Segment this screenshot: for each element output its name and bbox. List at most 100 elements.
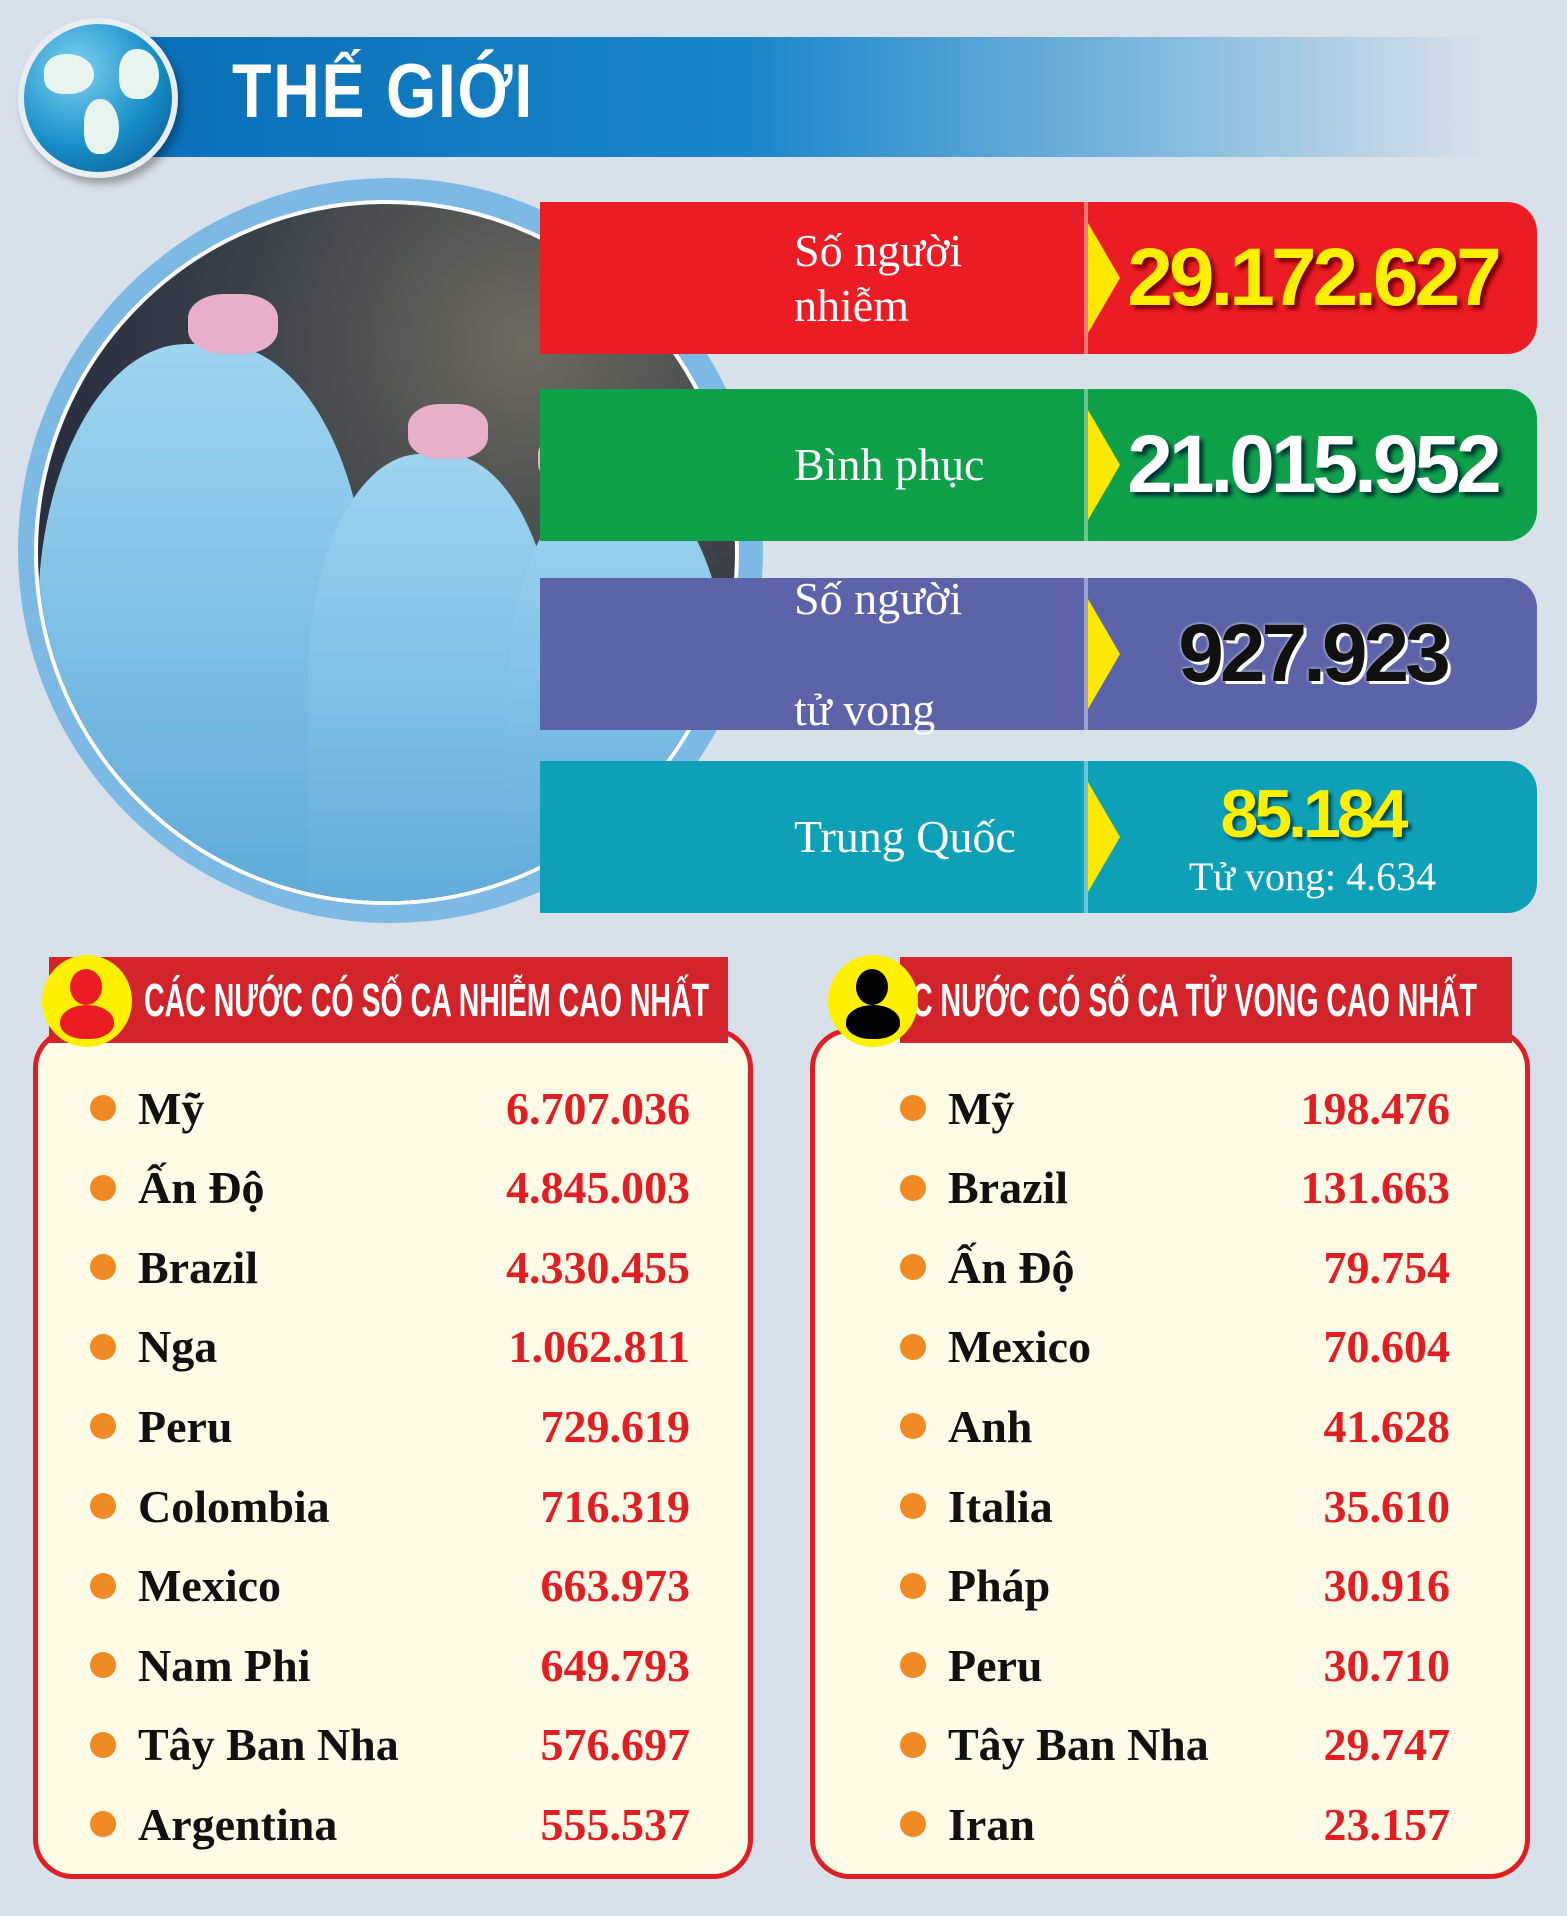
country-value: 23.157 xyxy=(1323,1798,1451,1850)
stat-value: 85.184 Tử vong: 4.634 xyxy=(1084,761,1537,913)
bullet-icon xyxy=(900,1493,926,1519)
deaths-panel-title: C NƯỚC CÓ SỐ CA TỬ VONG CAO NHẤT xyxy=(900,957,1512,1043)
stat-value: 21.015.952 xyxy=(1084,389,1537,541)
stat-value: 29.172.627 xyxy=(1084,202,1537,354)
country-value: 41.628 xyxy=(1323,1400,1451,1452)
country-value: 4.845.003 xyxy=(506,1162,690,1214)
list-item: Tây Ban Nha 29.747 xyxy=(900,1710,1450,1780)
list-item: Argentina 555.537 xyxy=(90,1789,690,1859)
country-name: Iran xyxy=(948,1798,1035,1850)
country-value: 198.476 xyxy=(1300,1082,1451,1134)
country-name: Mexico xyxy=(138,1560,282,1612)
list-item: Peru 729.619 xyxy=(90,1391,690,1461)
stat-china: Trung Quốc 85.184 Tử vong: 4.634 xyxy=(540,761,1537,913)
bullet-icon xyxy=(900,1095,926,1121)
deaths-panel xyxy=(810,1028,1530,1879)
list-item: Mexico 663.973 xyxy=(90,1551,690,1621)
list-item: Brazil 4.330.455 xyxy=(90,1232,690,1302)
country-value: 70.604 xyxy=(1323,1321,1451,1373)
bullet-icon xyxy=(90,1572,116,1599)
list-item: Brazil 131.663 xyxy=(900,1153,1450,1223)
list-item: Nam Phi 649.793 xyxy=(90,1630,690,1700)
country-name: Pháp xyxy=(948,1560,1051,1612)
arrow-icon xyxy=(1088,599,1120,709)
country-name: Italia xyxy=(948,1480,1053,1532)
infections-panel-title: CÁC NƯỚC CÓ SỐ CA NHIỄM CAO NHẤT xyxy=(49,957,728,1043)
page-title: THẾ GIỚI xyxy=(232,49,535,134)
country-name: Peru xyxy=(138,1400,233,1452)
country-value: 30.916 xyxy=(1323,1560,1451,1612)
country-value: 1.062.811 xyxy=(508,1321,690,1373)
arrow-icon xyxy=(1088,782,1120,892)
stat-deaths: Số người tử vong 927.923 xyxy=(540,573,1537,735)
stat-label: Số người tử vong xyxy=(794,573,963,735)
list-item: Mexico 70.604 xyxy=(900,1312,1450,1382)
list-item: Nga 1.062.811 xyxy=(90,1312,690,1382)
list-item: Peru 30.710 xyxy=(900,1630,1450,1700)
arrow-icon xyxy=(1088,223,1120,333)
country-value: 30.710 xyxy=(1323,1639,1451,1691)
country-name: Nam Phi xyxy=(138,1639,311,1691)
list-item: Iran 23.157 xyxy=(900,1789,1450,1859)
country-value: 4.330.455 xyxy=(506,1241,690,1293)
country-name: Tây Ban Nha xyxy=(948,1719,1209,1771)
country-value: 131.663 xyxy=(1300,1162,1451,1214)
country-name: Mỹ xyxy=(138,1082,205,1134)
country-name: Argentina xyxy=(138,1798,338,1850)
bullet-icon xyxy=(90,1493,116,1519)
bullet-icon xyxy=(900,1652,926,1679)
country-value: 649.793 xyxy=(540,1639,691,1691)
stat-infected: Số người nhiễm 29.172.627 xyxy=(540,202,1537,354)
country-value: 716.319 xyxy=(540,1480,691,1532)
country-name: Ấn Độ xyxy=(138,1162,265,1214)
country-value: 6.707.036 xyxy=(506,1082,690,1134)
country-name: Brazil xyxy=(138,1241,259,1293)
bullet-icon xyxy=(900,1731,926,1758)
list-item: Tây Ban Nha 576.697 xyxy=(90,1710,690,1780)
country-name: Brazil xyxy=(948,1162,1069,1214)
bullet-icon xyxy=(90,1413,116,1440)
stat-recovered: Bình phục 21.015.952 xyxy=(540,389,1537,541)
country-value: 729.619 xyxy=(540,1400,691,1452)
stat-label: Trung Quốc xyxy=(794,811,1016,863)
bullet-icon xyxy=(90,1095,116,1121)
arrow-icon xyxy=(1088,410,1120,520)
stat-value: 927.923 xyxy=(1084,578,1537,730)
bullet-icon xyxy=(900,1572,926,1599)
list-item: Mỹ 6.707.036 xyxy=(90,1073,690,1143)
country-name: Ấn Độ xyxy=(948,1241,1075,1293)
country-value: 663.973 xyxy=(540,1560,691,1612)
country-name: Nga xyxy=(138,1321,218,1373)
country-name: Mexico xyxy=(948,1321,1092,1373)
country-value: 79.754 xyxy=(1323,1241,1451,1293)
bullet-icon xyxy=(900,1413,926,1440)
bullet-icon xyxy=(900,1254,926,1281)
list-item: Anh 41.628 xyxy=(900,1391,1450,1461)
list-item: Ấn Độ 4.845.003 xyxy=(90,1153,690,1223)
list-item: Mỹ 198.476 xyxy=(900,1073,1450,1143)
list-item: Ấn Độ 79.754 xyxy=(900,1232,1450,1302)
country-value: 576.697 xyxy=(540,1719,691,1771)
country-name: Colombia xyxy=(138,1480,330,1532)
bullet-icon xyxy=(900,1811,926,1838)
bullet-icon xyxy=(90,1652,116,1679)
country-value: 29.747 xyxy=(1323,1719,1451,1771)
list-item: Colombia 716.319 xyxy=(90,1471,690,1541)
bullet-icon xyxy=(90,1254,116,1281)
country-value: 35.610 xyxy=(1323,1480,1451,1532)
person-icon xyxy=(42,955,132,1047)
infections-panel xyxy=(33,1028,753,1879)
bullet-icon xyxy=(900,1174,926,1201)
country-name: Tây Ban Nha xyxy=(138,1719,399,1771)
bullet-icon xyxy=(90,1731,116,1758)
country-name: Anh xyxy=(948,1400,1033,1452)
country-name: Peru xyxy=(948,1639,1043,1691)
list-item: Pháp 30.916 xyxy=(900,1551,1450,1621)
country-value: 555.537 xyxy=(540,1798,691,1850)
person-icon xyxy=(828,955,918,1047)
country-name: Mỹ xyxy=(948,1082,1015,1134)
globe-icon xyxy=(18,18,178,178)
bullet-icon xyxy=(90,1811,116,1838)
list-item: Italia 35.610 xyxy=(900,1471,1450,1541)
stat-label: Số người nhiễm xyxy=(794,224,963,331)
